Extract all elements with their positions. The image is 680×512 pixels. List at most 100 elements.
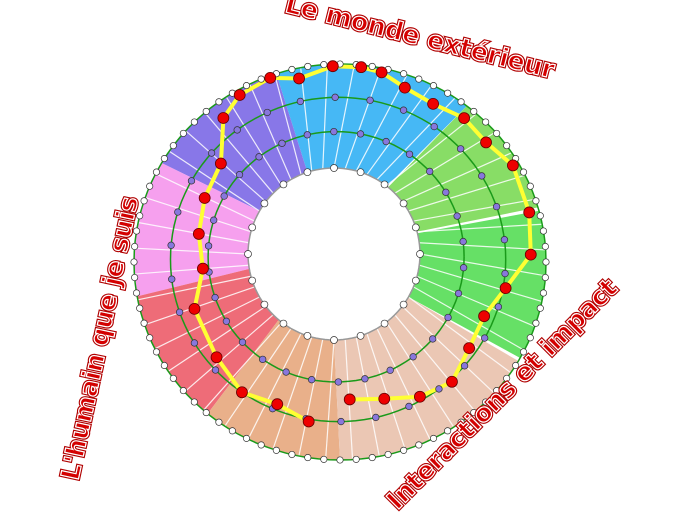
spoke-line	[419, 264, 543, 303]
spoke-line	[322, 64, 329, 169]
key-node	[480, 136, 492, 149]
spoke-line	[247, 333, 302, 440]
key-node	[458, 112, 471, 125]
ring-node	[168, 275, 176, 283]
outer-node	[132, 227, 141, 235]
ring-node	[296, 97, 305, 106]
outer-node	[132, 289, 141, 297]
spoke-line	[274, 74, 302, 175]
ring-node	[337, 417, 345, 426]
outer-node	[457, 98, 465, 106]
spoke-line	[355, 74, 408, 172]
inner-edge-node	[260, 300, 269, 309]
ring-node	[372, 413, 380, 422]
spoke-line	[272, 336, 313, 450]
outer-node	[160, 154, 168, 163]
ring-node	[207, 149, 216, 157]
ring-node	[167, 241, 175, 249]
outer-node	[215, 98, 223, 106]
ring-node	[187, 177, 196, 185]
ring-node	[430, 122, 438, 131]
outer-node	[493, 129, 501, 137]
spoke-line	[366, 84, 433, 175]
spoke-line	[134, 264, 249, 275]
ring-node	[382, 137, 390, 146]
key-node	[398, 81, 411, 94]
label-self: L'humain que je suis L'humain que je sui…	[54, 192, 146, 484]
ring-node	[435, 385, 443, 393]
outer-node	[457, 418, 465, 426]
ring-node	[238, 338, 247, 346]
spoke-line	[355, 336, 380, 457]
outer-node	[536, 304, 544, 312]
outer-node	[415, 441, 423, 449]
inner-edge-node	[279, 180, 288, 189]
spoke-line	[413, 198, 536, 222]
outer-node	[415, 75, 423, 83]
outer-node	[288, 450, 296, 459]
outer-node	[130, 258, 138, 266]
ring-node	[459, 237, 467, 246]
spoke-line	[394, 131, 496, 194]
ring-node	[442, 188, 450, 196]
key-node	[293, 72, 305, 85]
outer-node	[482, 118, 490, 126]
outer-node	[146, 182, 154, 190]
ring-node	[303, 131, 311, 139]
spoke-line	[300, 67, 313, 171]
inner-edge-node	[380, 180, 389, 189]
spoke-line	[417, 223, 543, 233]
spoke-line	[408, 296, 512, 374]
inner-edge-node	[411, 276, 420, 285]
outer-node	[304, 454, 312, 462]
inner-hole	[247, 167, 421, 341]
outer-node	[429, 434, 438, 442]
inner-edge-node	[303, 168, 312, 177]
outer-node	[444, 89, 452, 97]
outer-node	[444, 427, 452, 435]
inner-edge-node	[416, 250, 424, 258]
key-node	[507, 159, 519, 172]
outer-node	[320, 455, 328, 463]
ring-node	[478, 172, 486, 180]
ring-node	[331, 93, 339, 101]
ring-node	[460, 362, 469, 370]
inner-edge-node	[356, 331, 365, 340]
outer-node	[526, 182, 534, 190]
outer-node	[272, 446, 280, 454]
ring-node	[453, 212, 461, 220]
ring-node	[233, 126, 241, 134]
outer-node	[160, 361, 168, 370]
inner-edge-node	[248, 223, 257, 232]
outer-node	[532, 319, 540, 327]
outer-node	[152, 168, 161, 176]
spoke-line	[137, 275, 252, 301]
spoke-line	[134, 247, 249, 255]
ring-node	[278, 139, 286, 147]
inner-edge-node	[399, 300, 408, 309]
outer-node	[131, 242, 139, 251]
ring-node	[263, 108, 271, 117]
inner-edge-node	[303, 331, 312, 340]
ring-node	[175, 308, 184, 316]
ring-node	[259, 355, 267, 364]
spoke-line	[376, 97, 456, 180]
ring-circle	[207, 130, 465, 383]
ring-node	[429, 335, 437, 343]
outer-node	[541, 242, 549, 251]
ring-node	[222, 317, 231, 325]
outer-node	[536, 212, 544, 220]
ring-node	[308, 376, 316, 384]
spoke-line	[385, 321, 455, 428]
key-node	[499, 282, 512, 295]
key-node	[217, 112, 230, 124]
spoke-line	[325, 339, 335, 460]
key-node	[343, 393, 356, 406]
outer-node	[368, 454, 376, 462]
key-node	[188, 302, 201, 315]
outer-node	[542, 258, 550, 266]
inner-edge-node	[244, 250, 252, 258]
ring-node	[459, 264, 468, 272]
outer-node	[131, 273, 139, 282]
outer-node	[190, 118, 198, 126]
